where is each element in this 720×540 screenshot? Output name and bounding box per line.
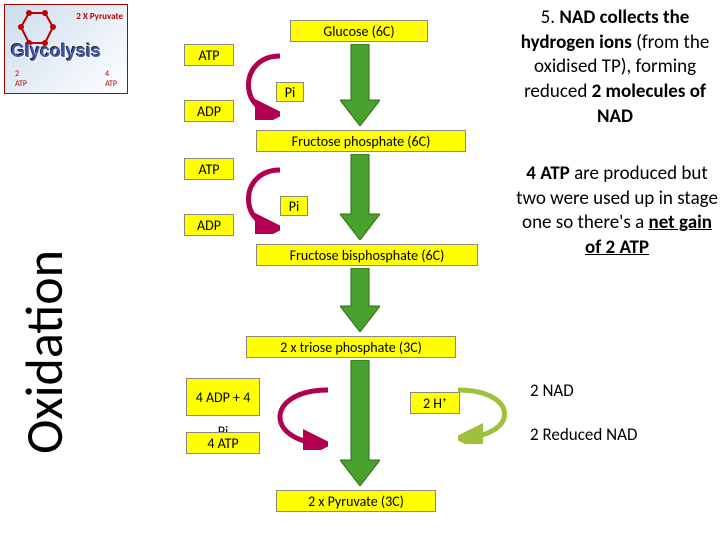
thumb-sub: 2 X Pyruvate xyxy=(76,11,123,22)
curve-2 xyxy=(258,384,328,455)
box-adp2: ADP xyxy=(184,214,234,236)
box-atp4: 4 ATP xyxy=(186,432,260,454)
box-pi1: Pi xyxy=(276,82,304,102)
note-net-atp: 4 ATP are produced but two were used up … xyxy=(512,162,720,261)
box-pyruvate: 2 x Pyruvate (3C) xyxy=(276,490,436,512)
box-adp4pi: 4 ADP + 4 Pi xyxy=(186,378,260,416)
glycolysis-thumb: 2 X Pyruvate Glycolysis 2ATP 4ATP xyxy=(4,4,128,94)
box-fructoseBP: Fructose bisphosphate (6C) xyxy=(256,244,478,266)
box-pi2: Pi xyxy=(280,196,308,216)
oxidation-label: Oxidation xyxy=(12,250,76,454)
thumb-title: Glycolysis xyxy=(11,41,101,62)
box-h2: 2 H⁺ xyxy=(410,392,460,414)
box-atp2: ATP xyxy=(184,158,234,180)
down-arrow-0 xyxy=(340,44,380,126)
box-nad2: 2 NAD xyxy=(530,380,630,402)
curve-1 xyxy=(232,164,280,239)
note-nad: 5. NAD collects the hydrogen ions (from … xyxy=(514,6,716,129)
box-atp1: ATP xyxy=(184,44,234,66)
box-fructoseP: Fructose phosphate (6C) xyxy=(256,130,466,152)
box-glucose: Glucose (6C) xyxy=(290,20,428,42)
box-rednad: 2 Reduced NAD xyxy=(530,424,640,446)
down-arrow-2 xyxy=(340,268,380,332)
down-arrow-1 xyxy=(340,154,380,240)
box-triose: 2 x triose phosphate (3C) xyxy=(246,336,456,358)
down-arrow-3 xyxy=(340,360,380,486)
curve-3 xyxy=(458,384,526,449)
box-adp1: ADP xyxy=(184,100,234,122)
curve-0 xyxy=(232,50,280,125)
